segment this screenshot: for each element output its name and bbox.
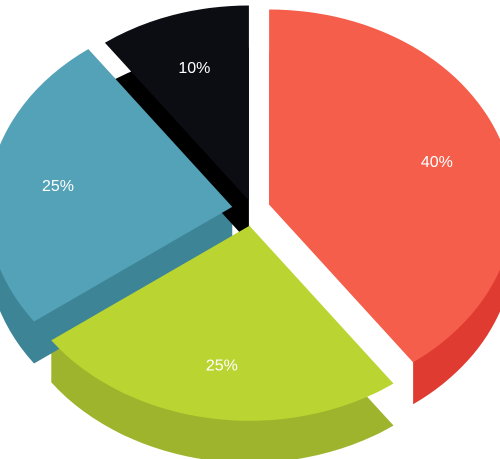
slice-10-percent bbox=[104, 5, 249, 201]
slice-tops bbox=[0, 5, 500, 421]
slice-labels: 40% 25% 25% 10% bbox=[42, 60, 453, 375]
slice-25-percent-blue bbox=[0, 49, 233, 322]
slice-40-percent-label: 40% bbox=[421, 154, 453, 171]
slice-40-percent bbox=[269, 9, 500, 363]
slice-25-percent-blue-label: 25% bbox=[42, 178, 74, 195]
slice-25-percent-green bbox=[51, 225, 394, 421]
slice-10-percent-label: 10% bbox=[178, 60, 210, 77]
slice-25-percent-green-label: 25% bbox=[206, 357, 238, 374]
